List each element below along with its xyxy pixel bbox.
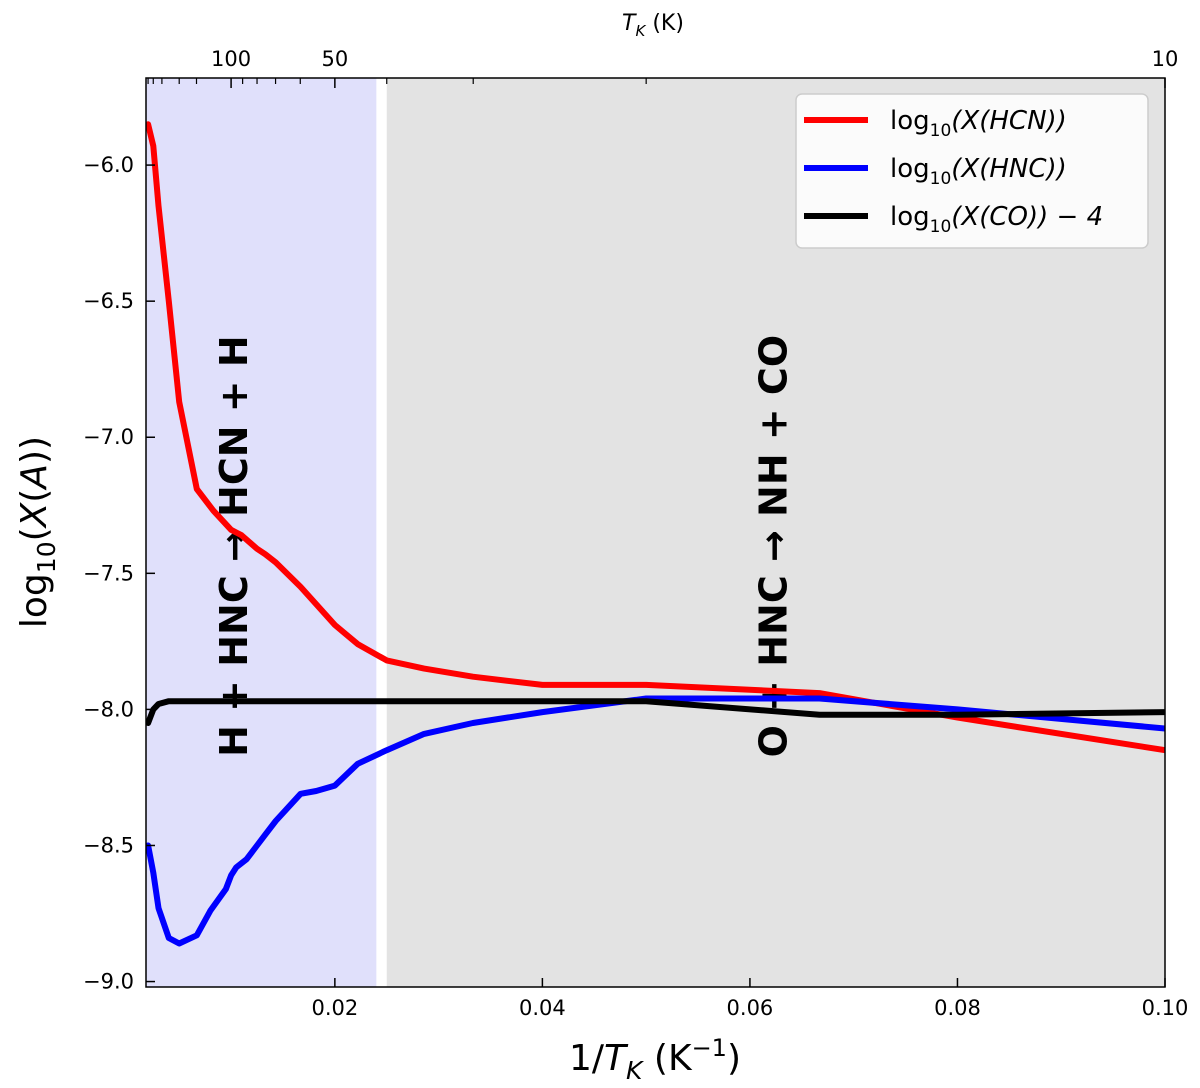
series-lines (146, 121, 1165, 947)
series-line-co (146, 698, 1165, 726)
top-tick-label: 100 (211, 47, 251, 71)
x-axis-label: 1/TK (K−1) (569, 1034, 741, 1085)
x-tick-label: 0.06 (727, 996, 774, 1020)
x-tick-label: 0.02 (311, 996, 358, 1020)
y-axis-label: log10(X(A)) (14, 436, 61, 628)
plot-frame (145, 77, 1166, 988)
h-plus-hnc-region-label: H + HNC → HCN + H (212, 335, 256, 757)
series-line-hnc (146, 695, 1165, 947)
o-plus-hnc-region-label: O + HNC → NH + CO (751, 335, 795, 758)
h-plus-hnc-region (146, 78, 377, 987)
top-tick-label: 50 (321, 47, 348, 71)
x-tick-label: 0.10 (1142, 996, 1189, 1020)
y-tick-label: −6.0 (83, 153, 134, 177)
axes: 0.02 0.04 0.06 0.08 0.10 −6.0 −6.5 −7.0 −7.5 −8.0… (83, 47, 1188, 1020)
y-tick-label: −8.5 (83, 833, 134, 857)
legend-box (795, 93, 1149, 249)
legend-label-hcn: log10(X(HCN)) (890, 106, 1067, 141)
legend-label-co: log10(X(CO)) − 4 (890, 202, 1103, 237)
series-line-hcn (146, 121, 1165, 754)
y-tick-label: −6.5 (83, 289, 134, 313)
legend-label-hnc: log10(X(HNC)) (890, 154, 1067, 189)
top-tick-label: 10 (1152, 47, 1179, 71)
y-tick-label: −8.0 (83, 697, 134, 721)
legend: log10(X(HCN)) log10(X(HNC)) log10(X(CO))… (795, 93, 1149, 249)
x-tick-label: 0.08 (934, 996, 981, 1020)
x-tick-label: 0.04 (519, 996, 566, 1020)
y-tick-label: −9.0 (83, 970, 134, 994)
y-tick-label: −7.0 (83, 425, 134, 449)
background-regions: H + HNC → HCN + H O + HNC → NH + CO (146, 78, 1165, 987)
y-tick-label: −7.5 (83, 561, 134, 585)
top-axis-label: TK (K) (622, 11, 684, 40)
